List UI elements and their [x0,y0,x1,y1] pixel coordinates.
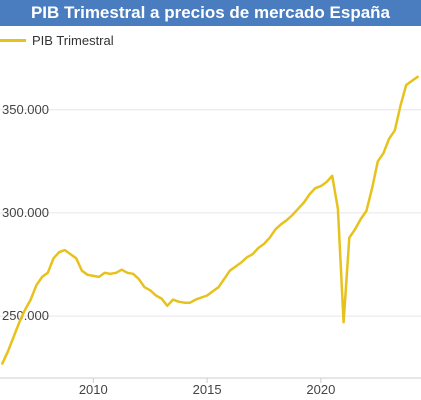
legend-label: PIB Trimestral [32,32,114,48]
x-tick-label-1: 2015 [193,382,222,397]
y-tick-label-0: 250.000 [2,308,49,323]
series-line-0[interactable] [1,75,419,365]
y-tick-label-2: 350.000 [2,102,49,117]
legend[interactable]: PIB Trimestral [0,31,114,49]
y-tick-label-1: 300.000 [2,205,49,220]
legend-swatch [0,38,26,42]
x-tick-label-0: 2010 [79,382,108,397]
x-tick-label-2: 2020 [306,382,335,397]
chart-title: PIB Trimestral a precios de mercado Espa… [0,0,421,26]
